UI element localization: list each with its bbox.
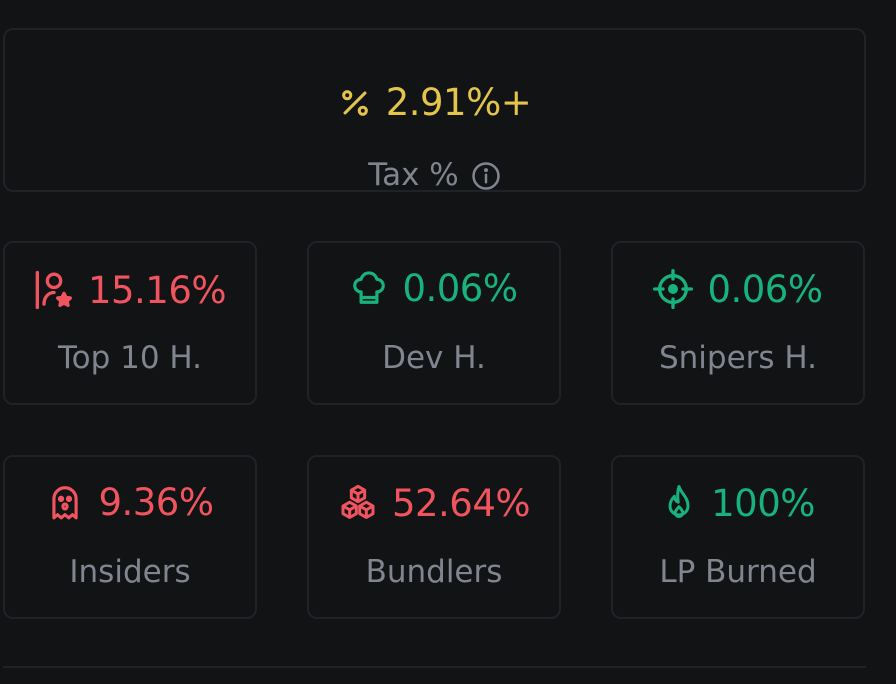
dev-label: Dev H. xyxy=(382,340,486,376)
bundlers-value-row: 52.64% xyxy=(309,483,559,523)
tax-card: 2.91%+ Tax % xyxy=(3,28,866,192)
insiders-label-row: Insiders xyxy=(5,557,255,588)
snipers-label: Snipers H. xyxy=(658,340,818,376)
chef-hat-icon xyxy=(350,269,388,307)
bundlers-card: 52.64% Bundlers xyxy=(307,455,561,619)
dev-value-row: 0.06% xyxy=(309,269,559,307)
insiders-label: Insiders xyxy=(69,554,191,590)
lp-burned-label-row: LP Burned xyxy=(613,557,863,588)
lp-burned-label: LP Burned xyxy=(659,554,817,590)
insiders-card: 9.36% Insiders xyxy=(3,455,257,619)
top10-value-row: 15.16% xyxy=(5,269,255,311)
snipers-label-row: Snipers H. xyxy=(613,343,863,374)
dev-holdings-card: 0.06% Dev H. xyxy=(307,241,561,405)
dev-label-row: Dev H. xyxy=(309,343,559,374)
boxes-icon xyxy=(338,483,378,523)
snipers-value: 0.06% xyxy=(707,267,823,311)
bundlers-label: Bundlers xyxy=(365,554,503,590)
tax-label-row: Tax % xyxy=(5,160,864,191)
top10-label: Top 10 H. xyxy=(57,340,203,376)
lp-burned-card: 100% LP Burned xyxy=(611,455,865,619)
snipers-value-row: 0.06% xyxy=(613,269,863,309)
insiders-value-row: 9.36% xyxy=(5,483,255,521)
section-divider xyxy=(3,666,866,668)
tax-value: 2.91%+ xyxy=(385,81,532,124)
bundlers-value: 52.64% xyxy=(391,481,531,525)
percent-icon xyxy=(338,86,372,120)
dev-value: 0.06% xyxy=(402,266,518,310)
crosshair-icon xyxy=(653,269,694,309)
lp-burned-value-row: 100% xyxy=(613,483,863,523)
lp-burned-value: 100% xyxy=(711,481,815,525)
ghost-icon xyxy=(46,483,84,521)
snipers-holdings-card: 0.06% Snipers H. xyxy=(611,241,865,405)
flame-icon xyxy=(661,483,697,523)
top10-value: 15.16% xyxy=(87,268,227,312)
user-star-icon xyxy=(34,269,74,311)
bundlers-label-row: Bundlers xyxy=(309,557,559,588)
tax-label: Tax % xyxy=(368,157,459,193)
insiders-value: 9.36% xyxy=(98,480,214,524)
info-icon[interactable] xyxy=(471,161,501,191)
top10-holders-card: 15.16% Top 10 H. xyxy=(3,241,257,405)
top10-label-row: Top 10 H. xyxy=(5,343,255,374)
tax-value-row: 2.91%+ xyxy=(5,84,864,121)
